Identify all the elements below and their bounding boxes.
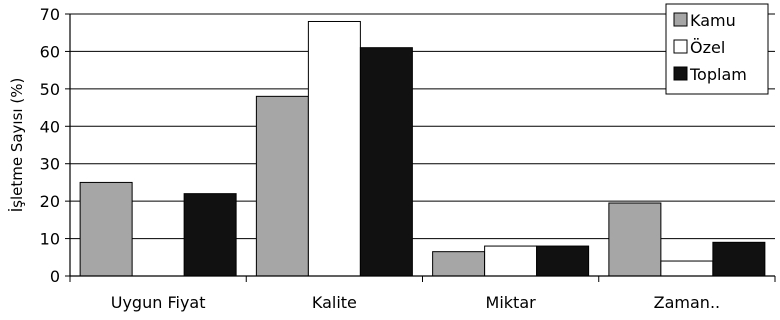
legend-swatch [673, 66, 688, 81]
bar-kamu-0 [79, 181, 133, 277]
y-axis-label: İşletme Sayısı (%) [7, 78, 26, 213]
bar-kamu-3 [608, 202, 662, 277]
legend-swatch [673, 12, 688, 27]
bar--zel-2 [484, 245, 538, 277]
bar-kamu-1 [255, 95, 309, 277]
y-tick-label: 50 [40, 80, 60, 99]
bar-kamu-2 [432, 251, 486, 277]
y-tick-label: 0 [50, 267, 60, 286]
bar-toplam-1 [359, 47, 413, 277]
x-category-label: Zaman.. [654, 293, 720, 312]
y-tick-label: 70 [40, 5, 60, 24]
bar-toplam-0 [183, 193, 237, 277]
y-tick-label: 30 [40, 155, 60, 174]
legend-label: Özel [690, 38, 725, 57]
bars [79, 20, 766, 277]
bar--zel-1 [307, 20, 361, 277]
y-tick-label: 10 [40, 230, 60, 249]
y-tick-label: 20 [40, 192, 60, 211]
bar--zel-3 [660, 260, 714, 277]
x-category-label: Kalite [312, 293, 357, 312]
y-tick-label: 60 [40, 42, 60, 61]
axes [69, 14, 776, 282]
bar-toplam-3 [712, 241, 766, 277]
legend: Kamu Özel Toplam [665, 3, 769, 95]
y-tick-labels: 0 10 20 30 40 50 60 70 [40, 5, 70, 286]
y-tick-label: 40 [40, 117, 60, 136]
legend-label: Toplam [689, 65, 747, 84]
legend-label: Kamu [690, 11, 736, 30]
bar-toplam-2 [536, 245, 590, 277]
x-category-label: Uygun Fiyat [111, 293, 206, 312]
legend-swatch [673, 39, 688, 54]
x-category-labels: Uygun Fiyat Kalite Miktar Zaman.. [111, 293, 720, 312]
x-category-label: Miktar [486, 293, 537, 312]
